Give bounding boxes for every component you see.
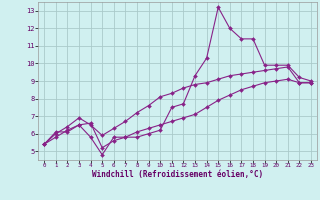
X-axis label: Windchill (Refroidissement éolien,°C): Windchill (Refroidissement éolien,°C) [92, 170, 263, 179]
